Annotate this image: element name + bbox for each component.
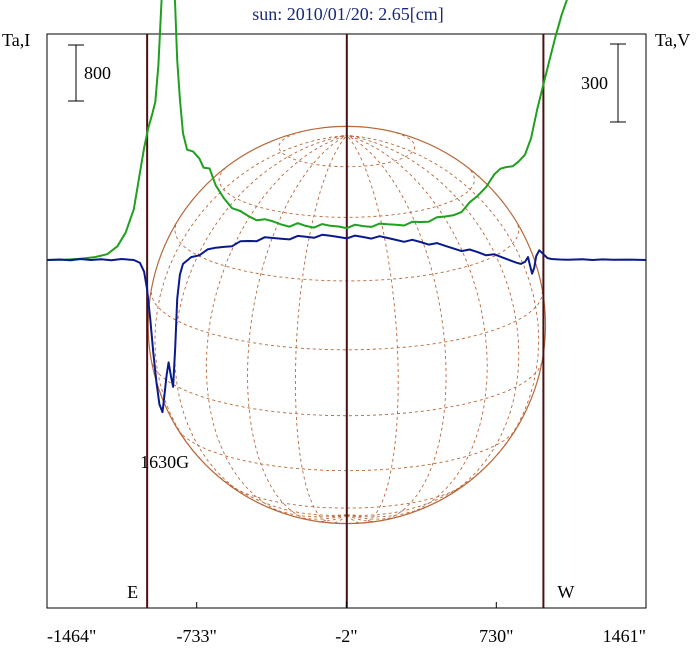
parallel-line (229, 485, 464, 509)
annotations: 1630G (140, 452, 189, 472)
chart-title: sun: 2010/01/20: 2.65[cm] (252, 4, 444, 24)
x-tick-label: 730" (479, 626, 513, 646)
limb-marker-label: E (127, 582, 138, 602)
limb-marker-label: W (557, 582, 574, 602)
series-lines (46, 0, 647, 414)
meridian-line (346, 134, 540, 516)
parallel-line (151, 363, 542, 417)
meridian-line (346, 134, 447, 522)
polarization-series-line (46, 233, 647, 414)
intensity-series-line (46, 0, 568, 261)
meridian-line (346, 134, 399, 524)
scale-bar-label: 300 (581, 73, 608, 93)
x-axis: -1464" -733" -2" 730" 1461" (46, 602, 647, 646)
x-tick-label: -733" (177, 626, 217, 646)
meridian-line (154, 134, 347, 516)
scale-bar-label: 800 (84, 63, 111, 83)
right-axis-label: Ta,V (655, 30, 690, 50)
meridian-line (294, 134, 348, 524)
meridian-line (346, 134, 488, 520)
x-tick-label: -2" (335, 626, 357, 646)
meridian-line (205, 134, 347, 520)
x-tick-label: 1461" (603, 626, 646, 646)
meridian-line (247, 134, 348, 522)
x-tick-label: -1464" (47, 626, 96, 646)
scale-bars: 800 300 (68, 43, 626, 123)
annotation-label: 1630G (140, 452, 189, 472)
left-axis-label: Ta,I (2, 30, 30, 50)
meridian-line (346, 134, 520, 518)
